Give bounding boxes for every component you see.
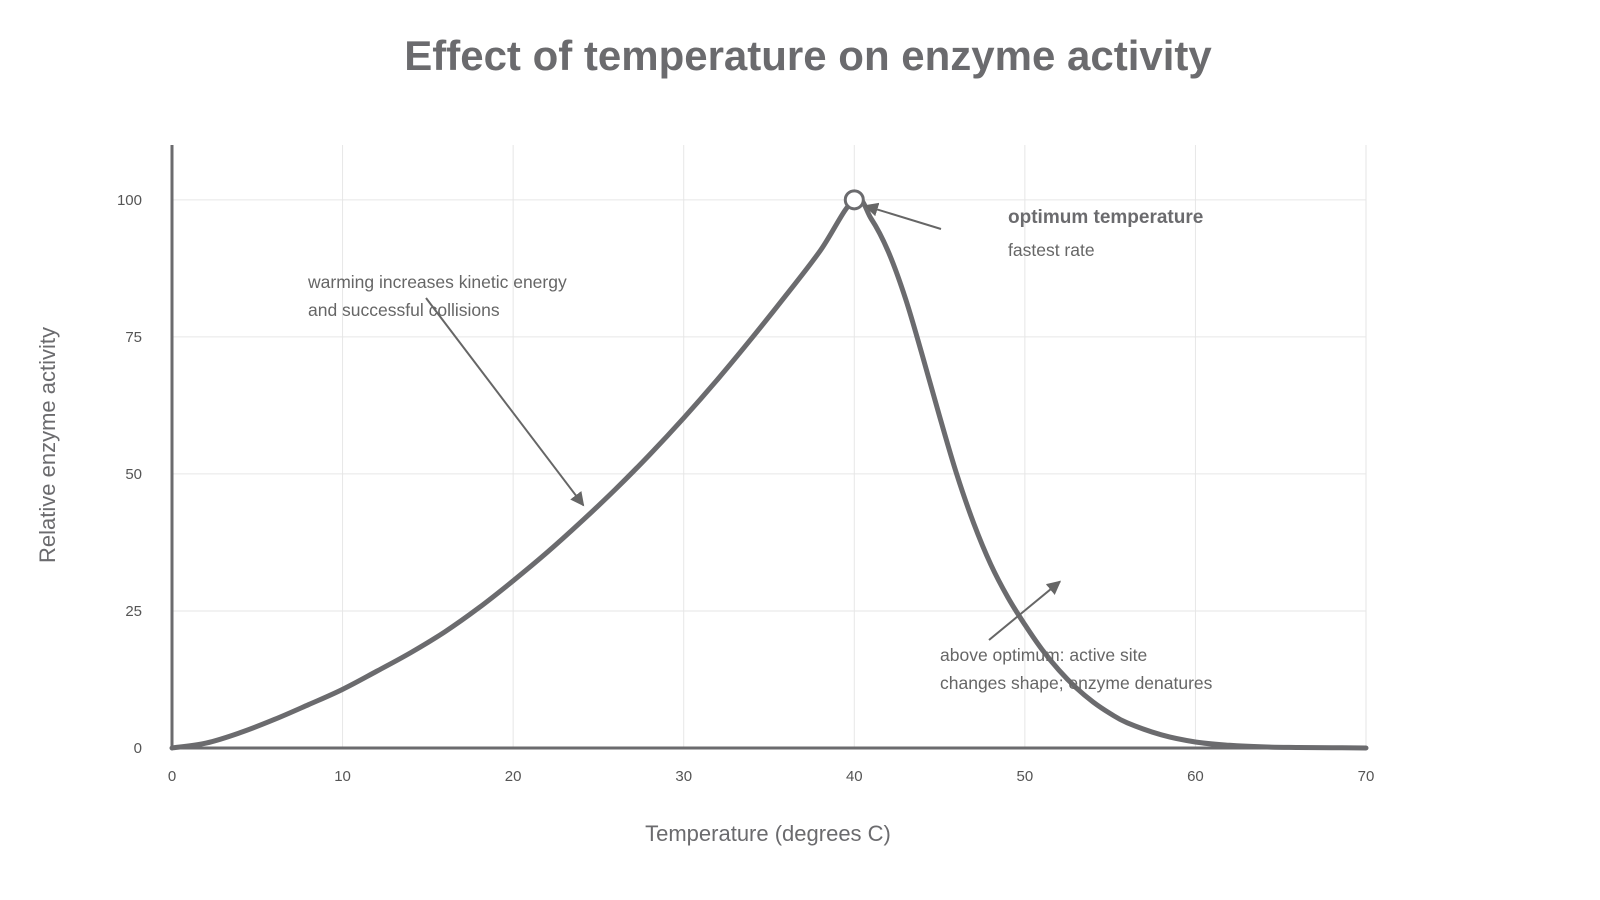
annotation-warming: warming increases kinetic energy and suc…	[307, 272, 585, 507]
x-tick-labels: 0 10 20 30 40 50 60 70	[168, 768, 1375, 785]
annotation-denature-line-2: changes shape; enzyme denatures	[940, 673, 1213, 693]
annotation-denature-arrow	[988, 580, 1062, 641]
annotation-optimum-subtitle: fastest rate	[1008, 240, 1095, 260]
y-tick-label: 50	[125, 466, 142, 483]
y-tick-label: 100	[117, 192, 142, 209]
annotation-denature-line-1: above optimum: active site	[940, 645, 1147, 665]
x-axis-title: Temperature (degrees C)	[645, 821, 891, 846]
annotation-optimum: optimum temperature fastest rate	[863, 202, 1203, 260]
annotation-warming-arrow	[425, 297, 585, 507]
y-tick-label: 25	[125, 603, 142, 620]
x-tick-label: 40	[846, 768, 863, 785]
x-tick-label: 0	[168, 768, 176, 785]
x-tick-label: 50	[1017, 768, 1034, 785]
y-grid	[172, 199, 1366, 612]
peak-marker	[843, 189, 865, 211]
annotation-denature: above optimum: active site changes shape…	[940, 580, 1213, 693]
y-tick-labels: 0 25 50 75 100	[117, 192, 142, 757]
annotation-warming-line-1: warming increases kinetic energy	[307, 272, 567, 292]
x-tick-label: 70	[1358, 768, 1375, 785]
y-axis-title: Relative enzyme activity	[35, 327, 60, 563]
series-line	[169, 196, 1369, 751]
x-tick-label: 10	[334, 768, 351, 785]
x-tick-label: 20	[505, 768, 522, 785]
chart-title: Effect of temperature on enzyme activity	[404, 32, 1212, 79]
y-tick-label: 0	[134, 740, 142, 757]
x-tick-label: 30	[675, 768, 692, 785]
x-tick-label: 60	[1187, 768, 1204, 785]
annotation-warming-line-2: and successful collisions	[308, 300, 500, 320]
y-tick-label: 75	[125, 329, 142, 346]
x-grid	[342, 145, 1367, 748]
annotation-optimum-title: optimum temperature	[1008, 207, 1203, 228]
annotation-optimum-arrow	[863, 202, 942, 230]
